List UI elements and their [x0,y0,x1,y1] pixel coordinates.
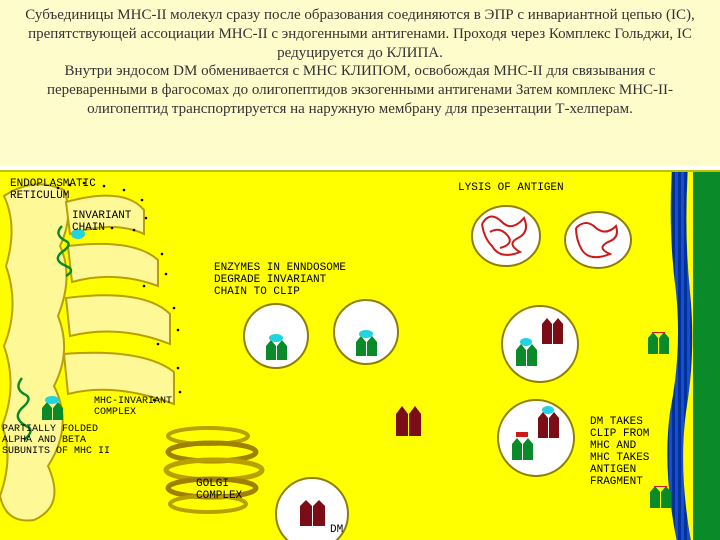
label-er: ENDOPLASMATICRETICULUM [10,178,96,202]
vesicle-exchange-2 [494,396,582,482]
label-invariant: INVARIANTCHAIN [72,210,131,234]
antigen-bubble-1 [470,202,546,272]
label-dmtakes: DM TAKESCLIP FROMMHC ANDMHC TAKESANTIGEN… [590,416,649,489]
vesicle-2 [330,296,410,376]
label-lysis: LYSIS OF ANTIGEN [458,182,564,194]
header-text-block: Субъединицы MHC-II молекул сразу после о… [0,0,720,166]
label-mhcinv: MHC-INVARIANTCOMPLEX [94,396,172,418]
antigen-bubble-2 [562,208,638,274]
vesicle-1 [240,300,320,380]
vesicle-dm [270,472,360,540]
label-partially: PARTIALLY FOLDEDALPHA AND BETASUBUNITS O… [2,424,110,457]
vesicle-exchange-1 [498,302,586,388]
mhc-on-membrane-2 [650,486,690,522]
dm-free [396,406,436,452]
mhc-diagram: ENDOPLASMATICRETICULUM INVARIANTCHAIN EN… [0,170,720,540]
label-enzymes: ENZYMES IN ENNDOSOMEDEGRADE INVARIANTCHA… [214,262,346,298]
mhc-on-membrane-1 [648,332,688,368]
label-dm: DM [330,524,343,536]
label-golgi: GOLGICOMPLEX [196,478,242,502]
page-root: Субъединицы MHC-II молекул сразу после о… [0,0,720,540]
header-text: Субъединицы MHC-II молекул сразу после о… [25,7,694,117]
